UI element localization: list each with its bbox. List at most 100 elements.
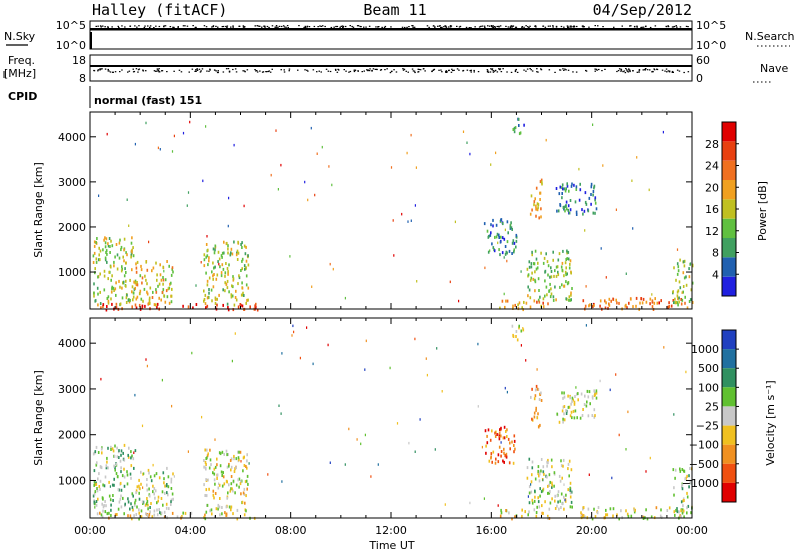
- nave-point: [109, 71, 112, 73]
- range-cell: [496, 433, 498, 436]
- range-cell: [224, 274, 226, 278]
- range-cell: [485, 451, 487, 455]
- range-cell: [214, 301, 217, 305]
- range-cell: [680, 500, 683, 504]
- range-cell: [441, 390, 443, 393]
- range-cell: [512, 461, 515, 465]
- range-cell: [312, 362, 314, 366]
- nave-point: [111, 71, 114, 73]
- range-cell: [594, 198, 596, 202]
- range-cell: [650, 515, 653, 519]
- nave-point: [367, 70, 369, 72]
- range-cell: [106, 297, 109, 300]
- range-cell: [536, 505, 538, 509]
- range-cell: [549, 480, 551, 484]
- range-cell: [155, 290, 158, 294]
- range-cell: [563, 284, 565, 288]
- nsearch-point: [667, 26, 670, 28]
- range-cell: [216, 457, 218, 461]
- range-cell: [582, 507, 584, 511]
- nave-point: [104, 68, 107, 70]
- nsearch-point: [365, 26, 367, 28]
- range-cell: [540, 458, 543, 461]
- nave-point: [235, 71, 238, 73]
- range-cell: [223, 251, 225, 255]
- nave-point: [243, 70, 246, 72]
- range-cell: [631, 179, 633, 182]
- range-cell: [535, 207, 538, 211]
- nsearch-point: [439, 25, 441, 27]
- range-cell: [538, 216, 540, 220]
- range-cell: [123, 259, 125, 263]
- nave-point: [166, 71, 168, 73]
- range-cell: [569, 259, 572, 263]
- range-cell: [618, 517, 620, 521]
- range-cell: [96, 237, 98, 240]
- range-cell: [176, 515, 179, 519]
- range-cell: [124, 267, 126, 271]
- range-cell: [425, 357, 427, 360]
- range-cell: [161, 378, 163, 382]
- nsearch-point: [203, 25, 206, 27]
- colorbar-swatch: [722, 122, 736, 142]
- range-cell: [209, 509, 211, 513]
- range-cell: [520, 270, 522, 273]
- range-cell: [536, 387, 539, 391]
- nsearch-point: [567, 27, 569, 29]
- range-cell: [513, 130, 516, 134]
- range-cell: [582, 515, 584, 519]
- nsearch-point: [163, 25, 165, 27]
- range-cell: [392, 219, 394, 222]
- nave-point: [559, 69, 561, 71]
- range-cell: [232, 489, 234, 493]
- range-cell: [123, 458, 126, 462]
- range-cell: [645, 470, 647, 473]
- range-cell: [604, 306, 607, 310]
- range-cell: [224, 289, 226, 293]
- range-cell: [681, 511, 684, 515]
- range-cell: [675, 300, 677, 304]
- range-cell: [237, 251, 240, 255]
- range-cell: [139, 274, 142, 278]
- range-cell: [155, 261, 157, 265]
- nave-point: [567, 69, 570, 71]
- nave-point: [213, 69, 216, 71]
- range-cell: [533, 411, 536, 415]
- range-cell: [634, 508, 636, 512]
- range-cell: [241, 257, 244, 261]
- range-cell: [574, 200, 577, 204]
- range-cell: [579, 188, 582, 192]
- range-cell: [107, 295, 110, 299]
- range-cell: [685, 275, 687, 279]
- range-cell: [158, 296, 160, 300]
- range-cell: [576, 416, 578, 420]
- range-cell: [506, 428, 508, 432]
- range-cell: [218, 451, 221, 455]
- nsearch-point: [441, 26, 443, 28]
- range-cell: [225, 282, 228, 286]
- range-cell: [533, 203, 535, 207]
- nsearch-point: [480, 25, 482, 27]
- range-cell: [550, 458, 553, 462]
- range-cell: [277, 188, 279, 191]
- range-cell: [512, 239, 515, 243]
- range-cell: [132, 246, 134, 250]
- range-cell: [563, 495, 565, 499]
- range-cell: [548, 491, 551, 495]
- range-cell: [627, 410, 629, 414]
- nsearch-point: [568, 26, 570, 28]
- range-cell: [506, 435, 508, 438]
- range-cell: [686, 491, 688, 495]
- range-cell: [207, 478, 209, 482]
- range-cell: [120, 470, 122, 474]
- nsky-tick-high: 10^5: [56, 19, 86, 32]
- range-cell: [232, 512, 234, 516]
- nsearch-point: [470, 27, 472, 29]
- range-cell: [92, 261, 95, 264]
- nave-point: [363, 70, 365, 72]
- range-cell: [584, 200, 587, 204]
- nave-point: [215, 70, 217, 72]
- range-cell: [531, 501, 534, 505]
- nave-point: [407, 71, 409, 73]
- range-cell: [506, 240, 509, 244]
